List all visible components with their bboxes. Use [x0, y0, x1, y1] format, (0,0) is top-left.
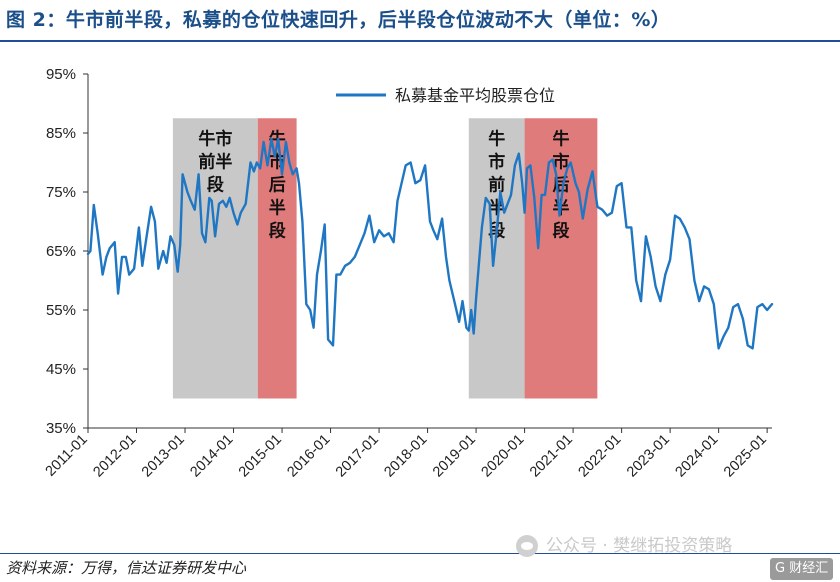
band-2-label: 段	[269, 220, 286, 241]
source-note: 资料来源：万得，信达证券研发中心	[6, 559, 247, 577]
x-axis-ticks: 2011-01 2012-01 2013-01 2014-01 2015-01 2016-…	[43, 428, 770, 480]
watermark: 公众号 · 樊继拓投资策略	[516, 532, 732, 560]
x-tick-label: 2013-01	[139, 432, 188, 481]
band-1-label: 段	[207, 174, 224, 195]
x-tick-label: 2017-01	[333, 432, 382, 481]
series-line-private-fund-position	[86, 137, 774, 350]
band-4-label: 市	[552, 151, 569, 172]
title-divider	[0, 40, 840, 42]
x-tick-label: 2021-01	[527, 432, 576, 481]
corner-badge: G 财经汇	[770, 558, 834, 580]
x-tick-label: 2019-01	[430, 432, 479, 481]
x-tick-label: 2018-01	[381, 432, 430, 481]
footer-divider	[0, 553, 840, 554]
band-3-label: 牛	[488, 128, 505, 149]
x-tick-label: 2014-01	[187, 432, 236, 481]
y-tick-label: 65%	[46, 243, 76, 260]
x-tick-label: 2024-01	[673, 432, 722, 481]
band-3-label: 市	[488, 151, 505, 172]
x-tick-label: 2011-01	[43, 432, 91, 480]
x-tick-label: 2022-01	[576, 432, 625, 481]
chart-title: 图 2：牛市前半段，私募的仓位快速回升，后半段仓位波动不大（单位：%）	[6, 9, 671, 31]
x-tick-label: 2016-01	[284, 432, 333, 481]
band-3-label: 前	[488, 174, 505, 195]
x-tick-label: 2015-01	[236, 432, 285, 481]
band-4-label: 后	[552, 175, 569, 195]
band-3-label: 半	[488, 197, 505, 218]
y-tick-label: 35%	[46, 420, 76, 437]
chart-legend: 私募基金平均股票仓位	[336, 86, 555, 105]
x-tick-label: 2020-01	[478, 432, 527, 481]
band-1	[172, 118, 258, 399]
band-4-label: 牛	[552, 128, 569, 149]
y-tick-label: 75%	[46, 184, 76, 201]
band-2-label: 后	[269, 175, 286, 195]
y-tick-label: 95%	[46, 66, 76, 83]
band-1-label: 前半	[198, 151, 232, 172]
band-2-label: 半	[269, 197, 286, 218]
x-tick-label: 2012-01	[90, 432, 139, 481]
y-tick-label: 55%	[46, 302, 76, 319]
legend-label: 私募基金平均股票仓位	[395, 86, 555, 105]
wechat-icon	[516, 535, 538, 557]
y-tick-label: 85%	[46, 125, 76, 142]
watermark-text: 公众号 · 樊继拓投资策略	[546, 536, 733, 556]
y-tick-label: 45%	[46, 361, 76, 378]
band-4	[524, 118, 598, 399]
x-tick-label: 2023-01	[624, 432, 673, 481]
x-tick-label: 2025-01	[721, 432, 770, 481]
band-1-label: 牛市	[198, 128, 232, 149]
y-axis-ticks: 35% 45% 55% 65% 75% 85% 95%	[46, 66, 88, 437]
band-4-label: 段	[552, 220, 569, 241]
